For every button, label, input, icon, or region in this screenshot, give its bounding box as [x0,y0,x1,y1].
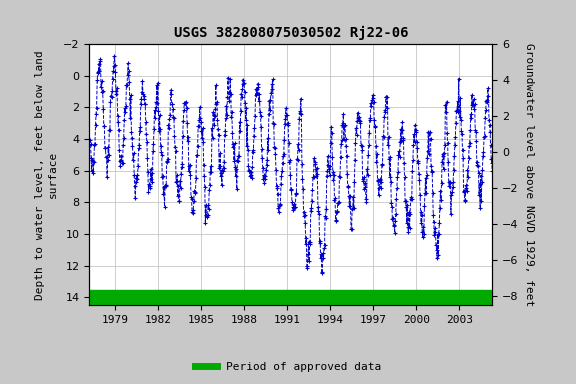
Y-axis label: Groundwater level above NGVD 1929, feet: Groundwater level above NGVD 1929, feet [524,43,535,306]
Legend: Period of approved data: Period of approved data [191,358,385,377]
Y-axis label: Depth to water level, feet below land
surface: Depth to water level, feet below land su… [35,50,58,300]
Title: USGS 382808075030502 Rj22-06: USGS 382808075030502 Rj22-06 [173,26,408,40]
